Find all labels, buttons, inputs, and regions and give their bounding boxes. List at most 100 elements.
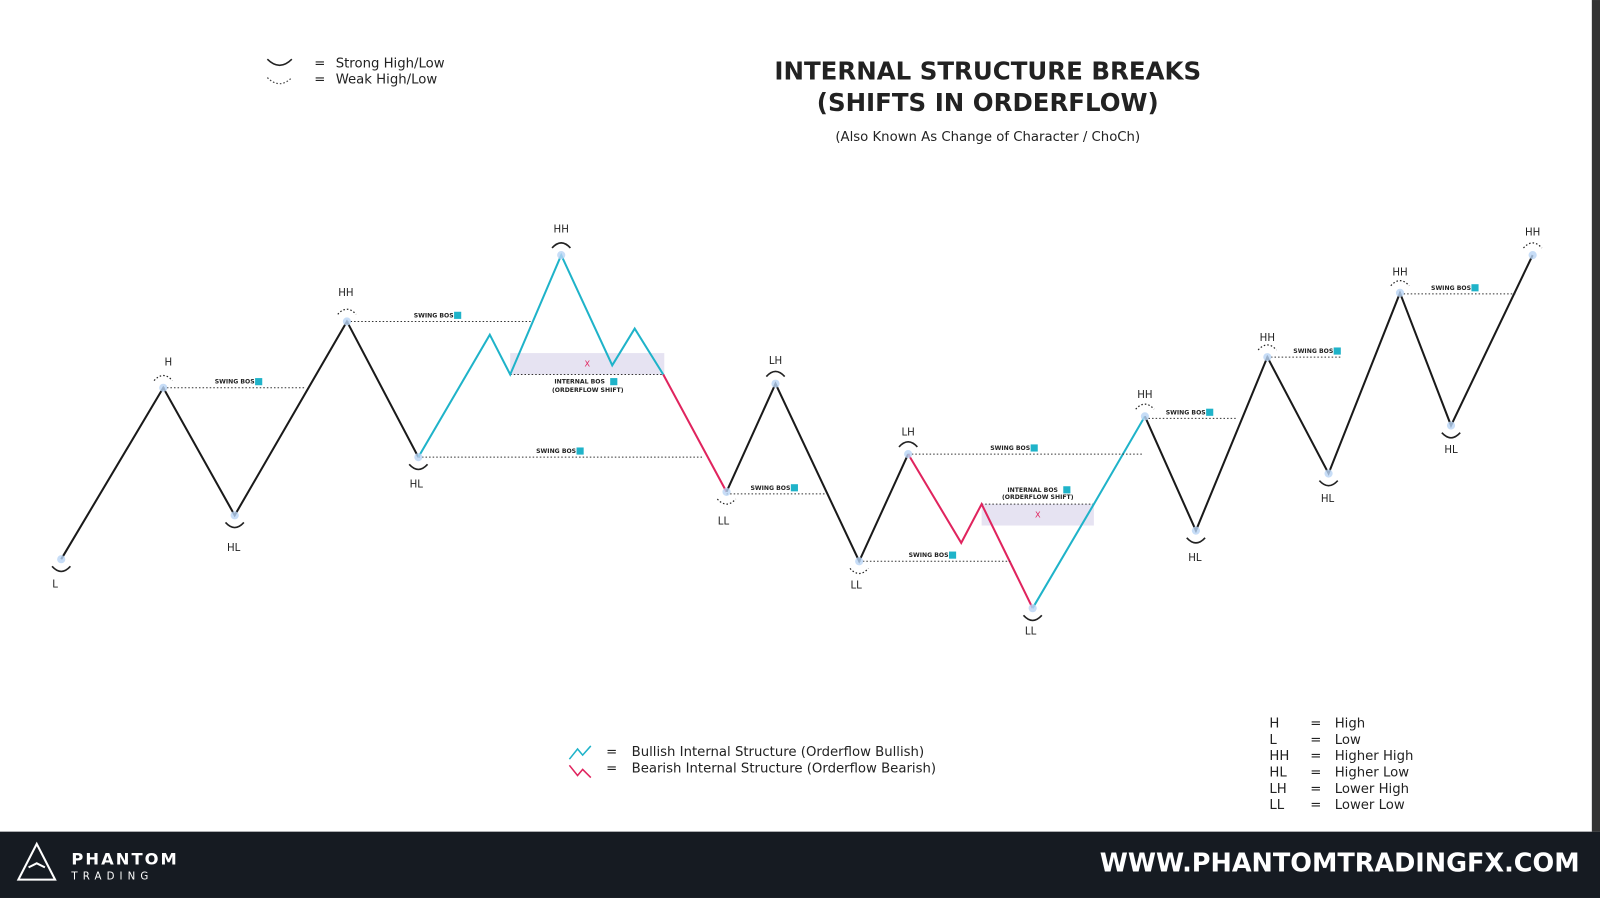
- swing-point: [1140, 412, 1149, 421]
- swing-point: [1263, 353, 1272, 362]
- bos-icon: [790, 484, 798, 492]
- swing-point: [1028, 604, 1037, 613]
- swing-point: [771, 379, 780, 388]
- swing-point: [557, 251, 566, 260]
- abbr-cell: =: [1310, 765, 1321, 780]
- legend-label: Strong High/Low: [336, 56, 445, 71]
- abbr-cell: LH: [1269, 782, 1286, 797]
- abbr-cell: H: [1269, 716, 1279, 731]
- swing-bos-label: SWING BOS: [414, 312, 454, 319]
- internal-bos-label: INTERNAL BOS: [1007, 487, 1058, 494]
- swing-point: [1528, 251, 1537, 260]
- price-leg: [907, 453, 1034, 609]
- swing-label: LL: [718, 516, 730, 527]
- swing-label: LL: [1025, 627, 1037, 638]
- price-leg: [725, 381, 910, 564]
- swing-label: LH: [769, 356, 782, 367]
- subtitle: (Also Known As Change of Character / Cho…: [835, 130, 1140, 145]
- swing-label: HH: [1137, 390, 1152, 401]
- bearish-symbol: [568, 764, 592, 779]
- legend-label: Weak High/Low: [336, 73, 438, 88]
- swing-label: HH: [1525, 228, 1540, 239]
- title: INTERNAL STRUCTURE BREAKS: [774, 56, 1201, 85]
- logo: [16, 841, 57, 881]
- swing-bos-label: SWING BOS: [536, 448, 576, 455]
- internal-bos-x: X: [584, 358, 590, 368]
- bos-icon: [948, 551, 957, 559]
- legend-label: Bearish Internal Structure (Orderflow Be…: [632, 761, 936, 776]
- bos-icon: [1333, 347, 1341, 355]
- weak-arc: [1135, 403, 1155, 410]
- internal-bos-sub: (ORDERFLOW SHIFT): [1002, 494, 1074, 501]
- price-leg: [662, 374, 728, 493]
- abbr-cell: Higher Low: [1335, 765, 1410, 780]
- title: (SHIFTS IN ORDERFLOW): [817, 88, 1159, 117]
- swing-label: HH: [554, 225, 569, 236]
- abbr-cell: Lower High: [1335, 782, 1409, 797]
- brand-sub: TRADING: [70, 872, 153, 883]
- swing-label: HL: [227, 543, 241, 554]
- weak-symbol: [266, 77, 293, 85]
- weak-arc: [1257, 344, 1277, 351]
- bos-icon: [576, 447, 584, 455]
- legend-sign: =: [606, 761, 617, 776]
- abbr-cell: L: [1269, 733, 1277, 748]
- edge: [1591, 0, 1600, 832]
- bos-icon: [1063, 486, 1071, 494]
- swing-label: LL: [850, 581, 862, 592]
- swing-bos-label: SWING BOS: [1293, 348, 1333, 355]
- strong-symbol: [266, 58, 293, 67]
- footer: [0, 831, 1600, 898]
- swing-point: [1191, 526, 1200, 535]
- bos-icon: [1030, 444, 1038, 452]
- weak-arc: [337, 308, 357, 315]
- swing-bos-label: SWING BOS: [1431, 285, 1471, 292]
- abbr-cell: =: [1310, 716, 1321, 731]
- swing-bos-label: SWING BOS: [750, 485, 790, 492]
- strong-arc: [1441, 432, 1461, 439]
- legend-sign: =: [314, 56, 325, 71]
- strong-arc: [408, 463, 429, 471]
- bos-icon: [255, 378, 263, 386]
- swing-point: [414, 453, 423, 462]
- internal-bos-zone: [981, 504, 1094, 526]
- swing-point: [1395, 288, 1405, 297]
- swing-bos-label: SWING BOS: [990, 445, 1030, 452]
- abbr-cell: =: [1310, 733, 1321, 748]
- bos-icon: [454, 311, 462, 319]
- abbr-cell: =: [1310, 749, 1321, 764]
- abbr-cell: High: [1335, 716, 1365, 731]
- swing-point: [342, 317, 352, 326]
- swing-label: LH: [901, 428, 914, 439]
- swing-label: HL: [1188, 553, 1202, 564]
- abbr-cell: =: [1310, 798, 1321, 813]
- swing-bos-label: SWING BOS: [909, 552, 949, 559]
- strong-arc: [224, 521, 245, 529]
- internal-bos-zone: [510, 353, 665, 375]
- swing-label: HL: [1321, 494, 1335, 505]
- swing-label: HH: [338, 288, 353, 299]
- strong-arc: [1022, 614, 1043, 622]
- swing-bos-label: SWING BOS: [215, 379, 255, 386]
- abbr-cell: HL: [1269, 765, 1287, 780]
- swing-point: [230, 511, 239, 520]
- weak-arc: [716, 498, 737, 505]
- swing-point: [722, 487, 731, 496]
- weak-arc: [1523, 242, 1543, 249]
- abbr-cell: Low: [1335, 733, 1361, 748]
- abbreviations: H = High L = Low HH = Higher High HL = Higher Low LH…: [1269, 716, 1413, 813]
- internal-bos-sub: (ORDERFLOW SHIFT): [552, 387, 624, 394]
- swing-point: [855, 557, 864, 566]
- weak-arc: [849, 567, 869, 575]
- legend-label: Bullish Internal Structure (Orderflow Bu…: [632, 745, 925, 760]
- swing-point: [904, 450, 913, 459]
- website[interactable]: WWW.PHANTOMTRADINGFX.COM: [1100, 848, 1580, 878]
- strong-arc: [765, 370, 786, 378]
- swing-label: HH: [1392, 267, 1407, 278]
- abbr-cell: HH: [1269, 749, 1289, 764]
- swing-point: [1446, 421, 1456, 430]
- bos-icon: [1206, 408, 1214, 416]
- strong-arc: [1318, 480, 1339, 487]
